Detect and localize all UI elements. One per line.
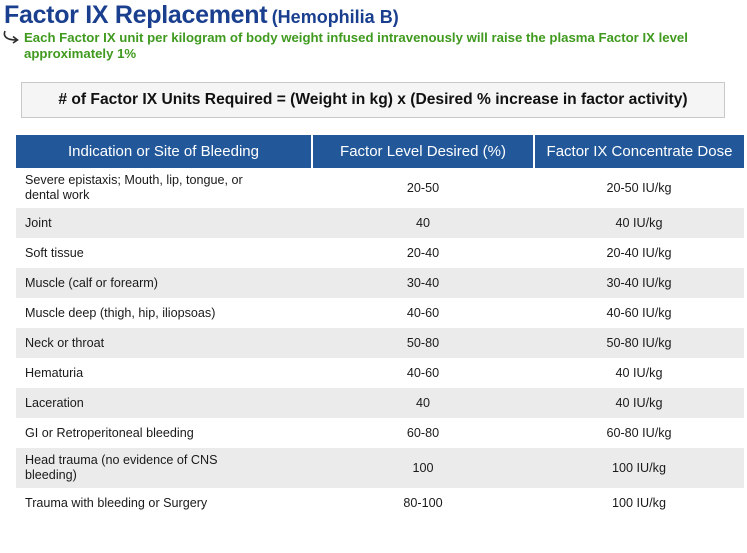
cell-site: Muscle deep (thigh, hip, iliopsoas)	[16, 298, 312, 328]
cell-level: 20-40	[312, 238, 534, 268]
formula-text: # of Factor IX Units Required = (Weight …	[58, 91, 688, 108]
curved-arrow-icon	[3, 30, 19, 44]
table-row: Laceration 40 40 IU/kg	[16, 388, 744, 418]
cell-level: 100	[312, 448, 534, 488]
cell-level: 80-100	[312, 488, 534, 518]
table-row: Trauma with bleeding or Surgery 80-100 1…	[16, 488, 744, 518]
title-main: Factor IX Replacement	[4, 1, 268, 29]
cell-dose: 20-40 IU/kg	[534, 238, 744, 268]
cell-level: 20-50	[312, 168, 534, 208]
cell-dose: 40 IU/kg	[534, 358, 744, 388]
table-row: Muscle (calf or forearm) 30-40 30-40 IU/…	[16, 268, 744, 298]
table-row: Hematuria 40-60 40 IU/kg	[16, 358, 744, 388]
dosing-note: Each Factor IX unit per kilogram of body…	[24, 30, 688, 61]
cell-dose: 50-80 IU/kg	[534, 328, 744, 358]
table-row: Soft tissue 20-40 20-40 IU/kg	[16, 238, 744, 268]
cell-dose: 20-50 IU/kg	[534, 168, 744, 208]
page-title: Factor IX Replacement (Hemophilia B)	[4, 1, 399, 30]
cell-level: 40-60	[312, 298, 534, 328]
cell-site: Hematuria	[16, 358, 312, 388]
cell-site: Laceration	[16, 388, 312, 418]
cell-site: Soft tissue	[16, 238, 312, 268]
cell-dose: 30-40 IU/kg	[534, 268, 744, 298]
dosing-table: Indication or Site of Bleeding Factor Le…	[16, 135, 744, 518]
cell-site: Head trauma (no evidence of CNS bleeding…	[16, 448, 312, 488]
cell-level: 30-40	[312, 268, 534, 298]
table-row: GI or Retroperitoneal bleeding 60-80 60-…	[16, 418, 744, 448]
cell-level: 50-80	[312, 328, 534, 358]
cell-dose: 40 IU/kg	[534, 388, 744, 418]
cell-dose: 100 IU/kg	[534, 488, 744, 518]
table-row: Head trauma (no evidence of CNS bleeding…	[16, 448, 744, 488]
cell-dose: 60-80 IU/kg	[534, 418, 744, 448]
cell-level: 60-80	[312, 418, 534, 448]
column-header-site: Indication or Site of Bleeding	[16, 135, 313, 168]
column-header-dose: Factor IX Concentrate Dose	[534, 135, 744, 168]
cell-site: Severe epistaxis; Mouth, lip, tongue, or…	[16, 168, 312, 208]
cell-site: GI or Retroperitoneal bleeding	[16, 418, 312, 448]
cell-site: Trauma with bleeding or Surgery	[16, 488, 312, 518]
cell-dose: 40 IU/kg	[534, 208, 744, 238]
formula-box: # of Factor IX Units Required = (Weight …	[21, 82, 725, 118]
cell-dose: 100 IU/kg	[534, 448, 744, 488]
column-header-level: Factor Level Desired (%)	[312, 135, 535, 168]
cell-level: 40	[312, 208, 534, 238]
cell-level: 40-60	[312, 358, 534, 388]
title-subtitle: (Hemophilia B)	[271, 7, 399, 27]
cell-dose: 40-60 IU/kg	[534, 298, 744, 328]
cell-level: 40	[312, 388, 534, 418]
table-header-row: Indication or Site of Bleeding Factor Le…	[16, 135, 744, 168]
cell-site: Joint	[16, 208, 312, 238]
cell-site: Muscle (calf or forearm)	[16, 268, 312, 298]
cell-site: Neck or throat	[16, 328, 312, 358]
table-row: Severe epistaxis; Mouth, lip, tongue, or…	[16, 168, 744, 208]
table-row: Muscle deep (thigh, hip, iliopsoas) 40-6…	[16, 298, 744, 328]
table-row: Joint 40 40 IU/kg	[16, 208, 744, 238]
table-row: Neck or throat 50-80 50-80 IU/kg	[16, 328, 744, 358]
